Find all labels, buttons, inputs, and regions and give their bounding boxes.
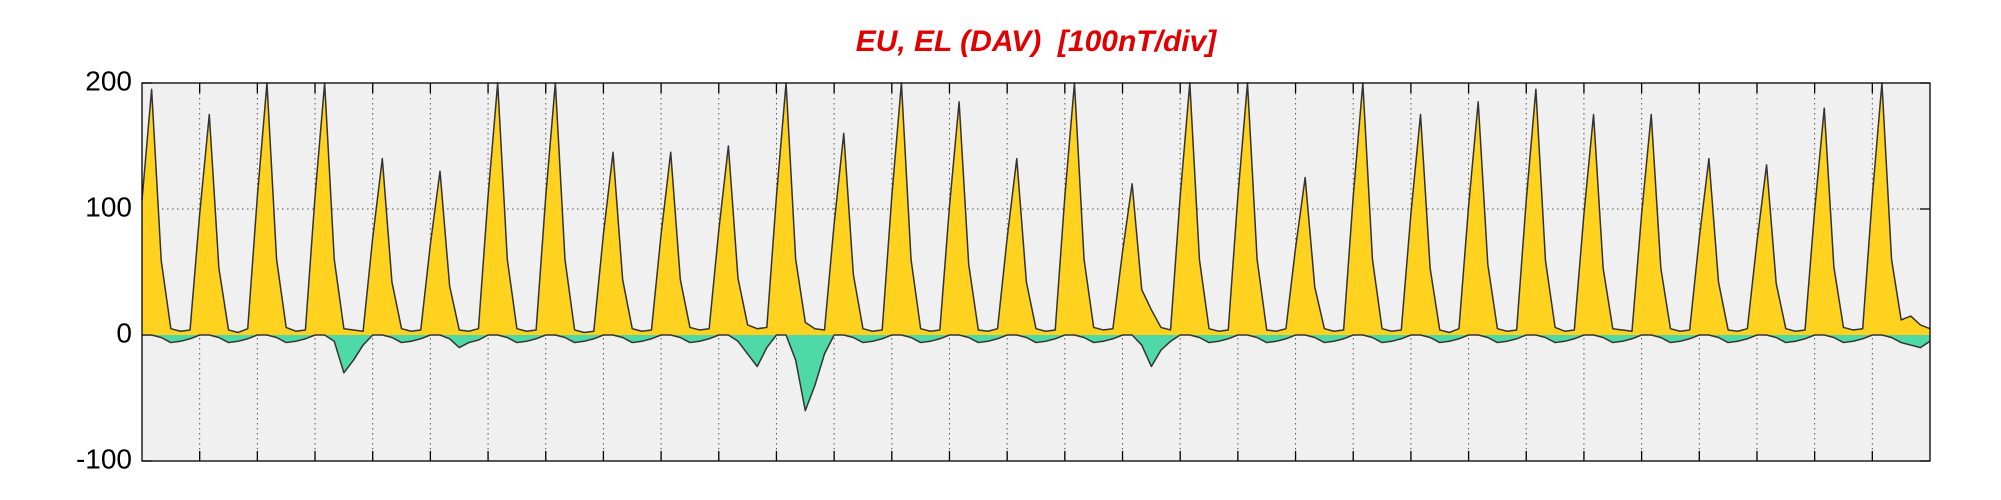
y-tick-label: 100 bbox=[85, 191, 132, 222]
area-fill bbox=[142, 83, 1930, 335]
plot-frame bbox=[141, 82, 1931, 462]
y-tick-label: 200 bbox=[85, 65, 132, 96]
y-tick-label: 0 bbox=[116, 317, 132, 348]
chart-title: EU, EL (DAV) [100nT/div] bbox=[856, 25, 1218, 58]
y-tick-label: -100 bbox=[76, 443, 132, 474]
data-line bbox=[141, 82, 1931, 334]
data-line bbox=[142, 334, 1931, 412]
